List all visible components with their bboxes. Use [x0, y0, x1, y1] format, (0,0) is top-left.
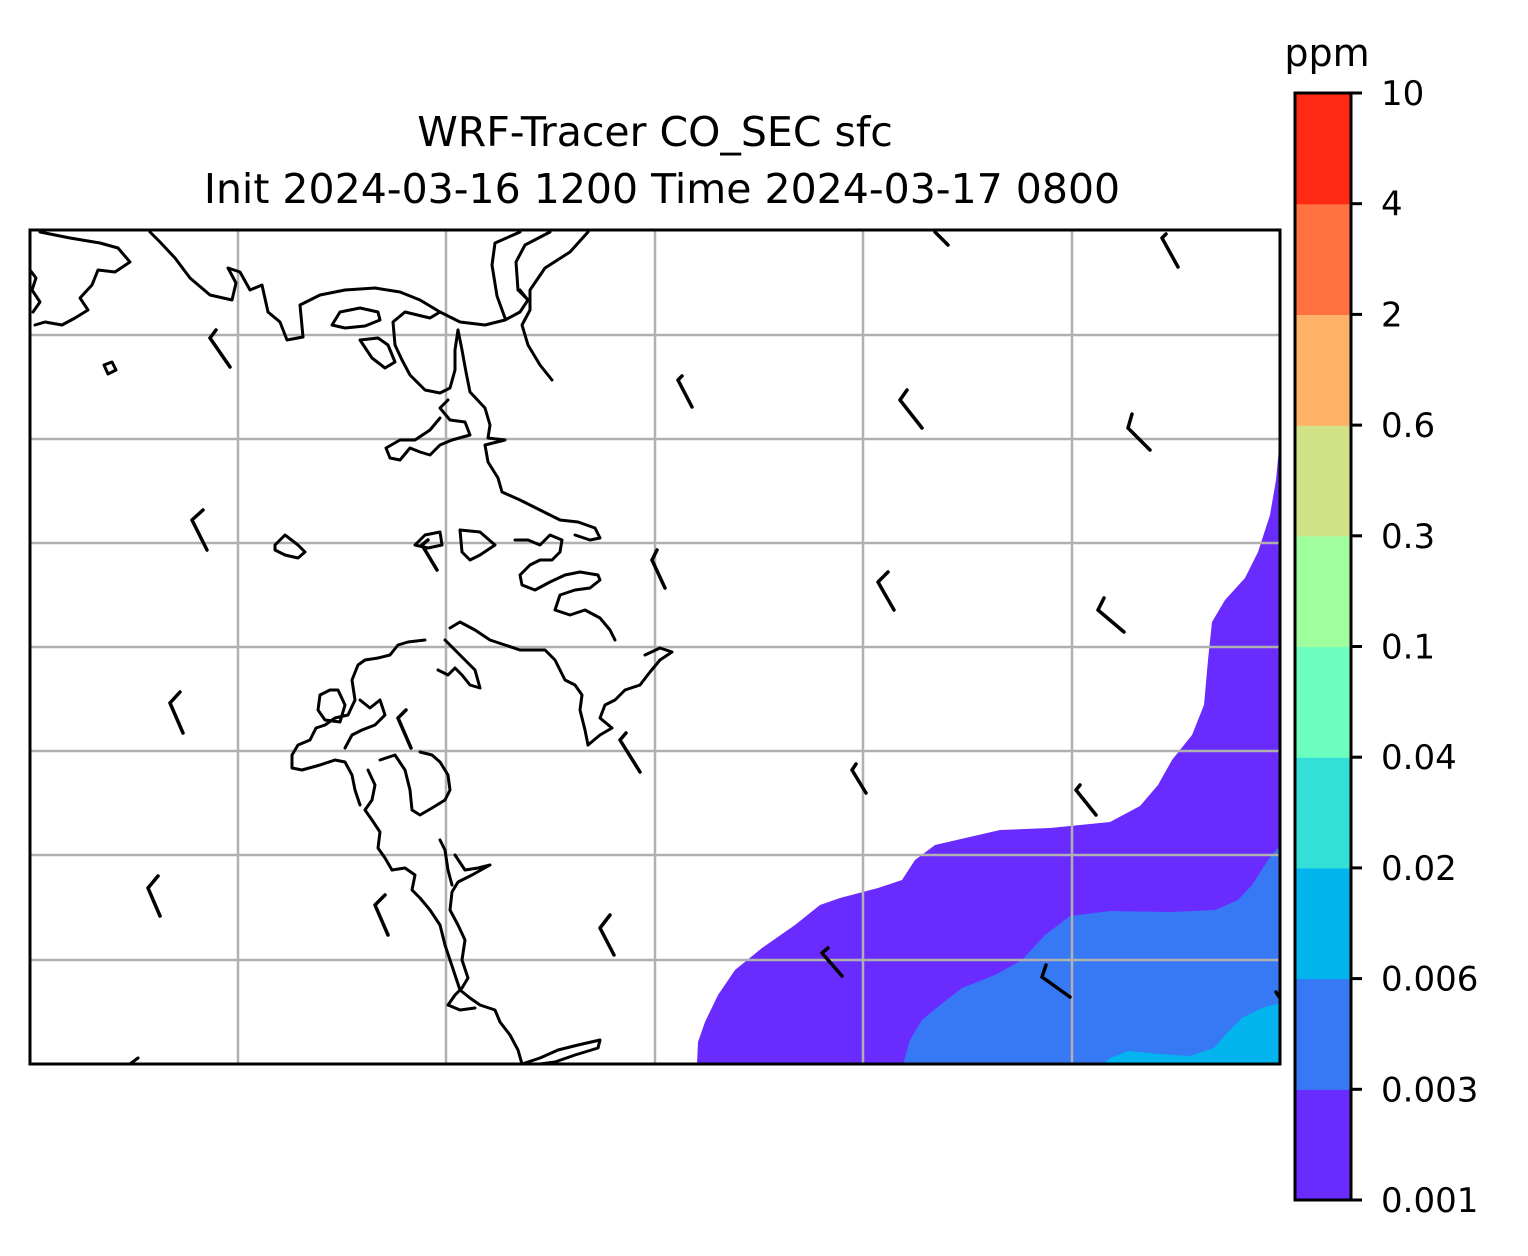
coastline-main-bay-east	[456, 328, 602, 542]
colorbar-segment-0.006	[1295, 867, 1351, 980]
colorbar-tick-label: 0.04	[1381, 738, 1457, 778]
colorbar-tick-label: 0.1	[1381, 628, 1435, 668]
colorbar-segment-0.001	[1295, 1089, 1351, 1201]
coastline-river-west	[490, 230, 522, 320]
map-gridlines	[30, 230, 1280, 1064]
colorbar-ticks: 0.001 0.003 0.006 0.02 0.04 0.1 0.3 0.6 2 4 10	[1351, 74, 1478, 1221]
map-panel	[28, 228, 1282, 1066]
coastline-island-tiny	[102, 360, 118, 376]
coastline-island-small	[330, 306, 382, 330]
coastline-west-creek	[343, 698, 387, 750]
coastline-river-east-2	[520, 230, 590, 382]
coastline-west-shore	[290, 638, 427, 807]
map-frame	[28, 228, 1282, 1066]
coastline-lower-bay-1	[448, 620, 590, 747]
coastline-peninsula	[358, 336, 397, 370]
colorbar-tick-label: 0.6	[1381, 406, 1435, 446]
coastline-mid-east	[458, 528, 497, 562]
coastline-upper-bay	[298, 286, 530, 339]
colorbar-segment-0.1	[1295, 535, 1351, 648]
coastline-island-oval	[273, 533, 307, 560]
colorbar-tick-label: 0.001	[1381, 1181, 1478, 1221]
figure-title-line-1: WRF-Tracer CO_SEC sfc	[417, 108, 893, 156]
coastline-northwest	[33, 230, 132, 327]
colorbar-tick-label: 0.02	[1381, 849, 1457, 889]
coastline-lower-bay-2	[586, 646, 674, 747]
colorbar-tick-label: 0.3	[1381, 517, 1435, 557]
colorbar-segment-2	[1295, 203, 1351, 315]
tracer-contour-0.003	[903, 845, 1280, 1064]
colorbar-segments	[1295, 93, 1351, 1201]
colorbar: ppm 0.001 0.003 0.006 0.02 0.04 0.1 0.3 0.6 2 4 10	[1284, 31, 1478, 1221]
coastline-lower-inlet	[436, 638, 482, 690]
coastline-south-tip	[520, 1038, 602, 1064]
colorbar-tick-label: 0.003	[1381, 1070, 1478, 1110]
coastline-river-east	[514, 230, 552, 302]
coastline-north-shore	[148, 230, 305, 342]
colorbar-segment-0.6	[1295, 314, 1351, 426]
colorbar-segment-4	[1295, 93, 1351, 205]
coastline-south-east	[446, 853, 492, 1012]
coastline-main-bay-west	[391, 310, 460, 395]
coastline-central-lower	[378, 750, 452, 817]
coastline-north-inlet	[30, 268, 42, 314]
colorbar-segment-0.3	[1295, 425, 1351, 537]
figure-title-line-2: Init 2024-03-16 1200 Time 2024-03-17 080…	[204, 165, 1120, 213]
tracer-contour-0.001	[697, 438, 1280, 1064]
coastline-creek-right	[438, 838, 454, 887]
coastline-bay-interior	[384, 398, 472, 462]
colorbar-tick-label: 4	[1381, 185, 1403, 225]
coastline-mid-islands	[413, 530, 444, 550]
coastline-south-shore	[390, 866, 524, 1064]
colorbar-tick-label: 2	[1381, 295, 1403, 335]
wind-barb-icon	[146, 230, 1280, 1000]
colorbar-segment-0.02	[1295, 757, 1351, 869]
coastline-central-creek	[363, 768, 394, 872]
colorbar-tick-label: 0.006	[1381, 960, 1478, 1000]
coastline-west-inner	[316, 688, 347, 724]
coastlines	[30, 230, 674, 1064]
colorbar-tick-label: 10	[1381, 74, 1424, 114]
tracer-contour-0.006	[1103, 1003, 1280, 1064]
colorbar-segment-0.04	[1295, 646, 1351, 758]
colorbar-unit-label: ppm	[1284, 31, 1369, 75]
colorbar-segment-0.003	[1295, 978, 1351, 1090]
coastline-mid-shore	[513, 533, 617, 642]
colorbar-frame	[1293, 91, 1353, 1202]
